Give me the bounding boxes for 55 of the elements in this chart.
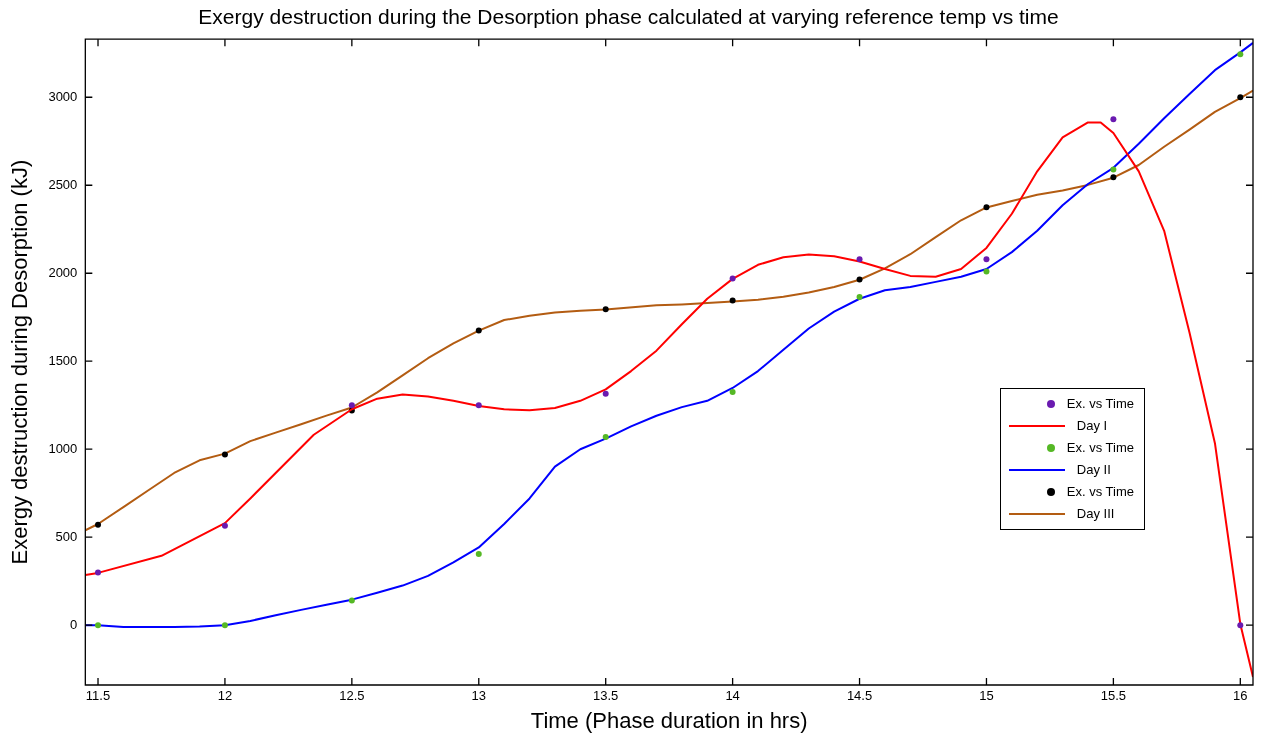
point — [475, 327, 482, 334]
y-tick-label: 500 — [55, 528, 78, 544]
y-tick-label: 2500 — [48, 176, 78, 192]
x-tick-label: 12 — [217, 688, 233, 704]
x-tick-label: 13.5 — [593, 688, 619, 704]
point — [602, 306, 609, 313]
point — [856, 293, 863, 300]
legend-label: Day II — [1076, 460, 1111, 479]
y-tick-label: 3000 — [48, 88, 78, 104]
y-tick-label: 1500 — [48, 352, 78, 368]
x-tick-label: 14.5 — [846, 688, 873, 704]
point — [95, 622, 102, 629]
y-tick-label: 1000 — [48, 440, 78, 456]
x-tick-label: 12.5 — [339, 688, 365, 704]
point — [602, 433, 609, 440]
legend-label: Ex. vs Time — [1066, 482, 1134, 501]
x-tick-label: 15 — [979, 688, 994, 704]
point — [475, 402, 482, 409]
point — [95, 569, 102, 576]
point — [1237, 622, 1244, 629]
point — [221, 522, 228, 529]
x-tick-label: 16 — [1233, 688, 1248, 704]
point — [1110, 166, 1117, 173]
point — [983, 204, 990, 211]
chart-title: Exergy destruction during the Desorption phase calculated at varying reference temp vs time — [198, 5, 1059, 29]
point — [729, 297, 736, 304]
legend-label: Day III — [1076, 504, 1115, 523]
legend-label: Ex. vs Time — [1066, 438, 1134, 457]
x-tick-label: 13 — [471, 688, 487, 704]
point — [1110, 174, 1117, 181]
point — [1110, 116, 1117, 123]
point — [983, 268, 990, 275]
point — [95, 521, 102, 528]
point — [1237, 94, 1244, 101]
x-tick-label: 15.5 — [1100, 688, 1127, 704]
x-axis-title: Time (Phase duration in hrs) — [530, 707, 808, 733]
x-tick-label: 14 — [725, 688, 740, 704]
point — [856, 276, 863, 283]
legend-label: Ex. vs Time — [1066, 394, 1134, 413]
point — [983, 256, 990, 263]
point — [221, 451, 228, 458]
point — [729, 275, 736, 282]
point — [602, 390, 609, 397]
point — [1237, 51, 1244, 58]
point — [729, 389, 736, 396]
legend-label: Day I — [1076, 416, 1108, 435]
x-tick-label: 11.5 — [85, 688, 111, 704]
y-tick-label: 2000 — [48, 264, 78, 280]
point — [348, 597, 355, 604]
y-tick-label: 0 — [70, 616, 78, 632]
point — [221, 622, 228, 629]
point — [856, 256, 863, 263]
point — [475, 550, 482, 557]
point — [348, 402, 355, 409]
y-axis-title: Exergy destruction during Desorption (kJ) — [7, 159, 33, 565]
